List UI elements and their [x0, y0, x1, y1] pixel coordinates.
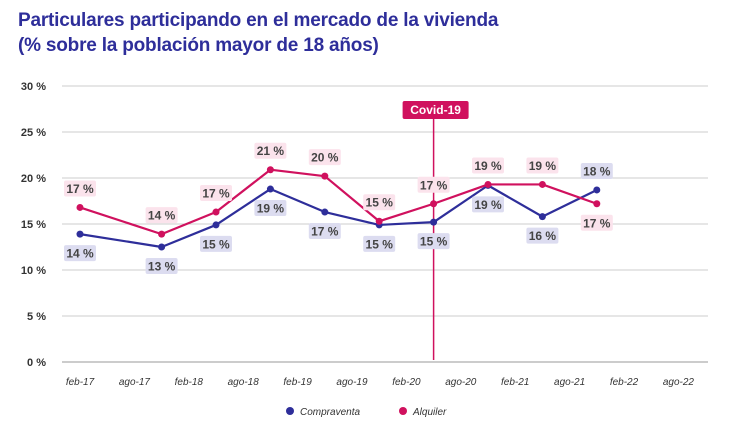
data-label: 18 % — [583, 164, 611, 178]
data-label-bg — [526, 157, 559, 174]
data-label: 13 % — [148, 260, 176, 274]
data-label-bg — [580, 162, 613, 179]
data-label: 16 % — [529, 229, 557, 243]
legend-label: Alquiler — [412, 407, 447, 418]
series-alquiler — [76, 166, 601, 238]
y-tick-labels: 0 % 5 % 10 % 15 % 20 % 25 % 30 % — [21, 81, 46, 369]
data-label: 20 % — [311, 151, 339, 165]
data-label-bg — [363, 235, 396, 252]
x-tick-label: ago-18 — [228, 377, 260, 388]
data-label-bg — [417, 233, 450, 250]
data-point — [266, 185, 274, 193]
data-label: 15 % — [366, 196, 394, 210]
data-label: 17 % — [202, 187, 230, 201]
data-label-bg — [308, 223, 341, 240]
data-label: 17 % — [311, 225, 339, 239]
data-point — [212, 221, 220, 229]
data-point — [76, 230, 84, 238]
data-point — [484, 180, 492, 188]
data-label: 19 % — [257, 202, 285, 216]
x-tick-label: ago-21 — [554, 377, 585, 388]
legend-marker — [286, 407, 294, 415]
x-tick-label: feb-18 — [175, 377, 204, 388]
x-tick-label: feb-21 — [501, 377, 529, 388]
data-point — [593, 200, 601, 208]
legend: Compraventa Alquiler — [286, 407, 447, 418]
legend-label: Compraventa — [300, 407, 360, 418]
data-label: 19 % — [529, 159, 557, 173]
data-labels-compraventa: 14 % 13 % 15 % 19 % 17 % 15 % 15 % 19 % 16 % 18 % — [64, 162, 613, 274]
x-tick-labels: feb-17 ago-17 feb-18 ago-18 feb-19 ago-19 feb-… — [66, 377, 695, 388]
data-point — [76, 203, 84, 211]
data-point — [158, 243, 166, 251]
y-tick-label: 25 % — [21, 127, 46, 139]
y-tick-label: 5 % — [27, 311, 46, 323]
data-label: 15 % — [420, 235, 448, 249]
covid-label-box — [402, 101, 469, 119]
data-label: 19 % — [474, 198, 502, 212]
data-point — [158, 230, 166, 238]
data-label: 17 % — [420, 178, 448, 192]
y-tick-label: 15 % — [21, 219, 46, 231]
covid-label: Covid-19 — [410, 103, 461, 117]
data-label-bg — [417, 176, 450, 193]
data-label-bg — [580, 214, 613, 231]
data-point — [430, 200, 438, 208]
data-label-bg — [308, 149, 341, 166]
series-line-compraventa — [79, 184, 598, 249]
data-label: 17 % — [583, 216, 611, 230]
data-label-bg — [145, 207, 178, 224]
data-point — [430, 218, 438, 226]
x-tick-label: feb-20 — [392, 377, 421, 388]
data-point — [375, 217, 383, 225]
y-tick-label: 10 % — [21, 265, 46, 277]
x-tick-label: feb-19 — [283, 377, 312, 388]
data-label-bg — [200, 185, 232, 202]
data-label-bg — [200, 235, 232, 252]
y-tick-label: 30 % — [21, 81, 46, 93]
data-label-bg — [472, 157, 504, 174]
data-label-bg — [64, 245, 96, 262]
x-tick-label: feb-22 — [610, 377, 639, 388]
legend-item-alquiler: Alquiler — [399, 407, 447, 418]
x-tick-label: ago-19 — [336, 377, 368, 388]
data-label: 14 % — [148, 209, 176, 223]
x-tick-label: feb-17 — [66, 377, 95, 388]
data-label: 17 % — [66, 182, 94, 196]
data-label-bg — [64, 180, 96, 197]
y-tick-label: 0 % — [27, 357, 46, 369]
legend-marker — [399, 407, 407, 415]
chart-subtitle-line: (% sobre la población mayor de 18 años) — [18, 35, 379, 56]
series-line-alquiler — [79, 168, 598, 236]
chart-title-line: Particulares participando en el mercado … — [18, 10, 499, 31]
data-point — [538, 213, 546, 221]
data-point — [538, 180, 546, 188]
data-label-bg — [526, 227, 559, 244]
data-label: 14 % — [66, 247, 94, 261]
legend-item-compraventa: Compraventa — [286, 407, 360, 418]
data-point — [593, 186, 601, 194]
data-point — [212, 208, 220, 216]
y-tick-label: 20 % — [21, 173, 46, 185]
data-label-bg — [145, 258, 178, 274]
data-label: 19 % — [474, 159, 502, 173]
data-label: 15 % — [366, 237, 394, 251]
chart-title: Particulares participando en el mercado … — [18, 8, 498, 58]
data-point — [321, 208, 329, 216]
data-point — [266, 166, 274, 174]
data-point — [321, 172, 329, 180]
data-labels-alquiler: 17 % 14 % 17 % 21 % 20 % 15 % 17 % 19 % 19 % 17 % — [64, 142, 613, 231]
data-label-bg — [254, 142, 287, 159]
data-label-bg — [472, 196, 504, 213]
data-label-bg — [363, 194, 396, 211]
data-label: 15 % — [202, 237, 230, 251]
data-label: 21 % — [257, 144, 285, 158]
x-tick-label: ago-22 — [663, 377, 695, 388]
data-label-bg — [254, 200, 287, 217]
x-tick-label: ago-20 — [445, 377, 477, 388]
x-tick-label: ago-17 — [119, 377, 151, 388]
